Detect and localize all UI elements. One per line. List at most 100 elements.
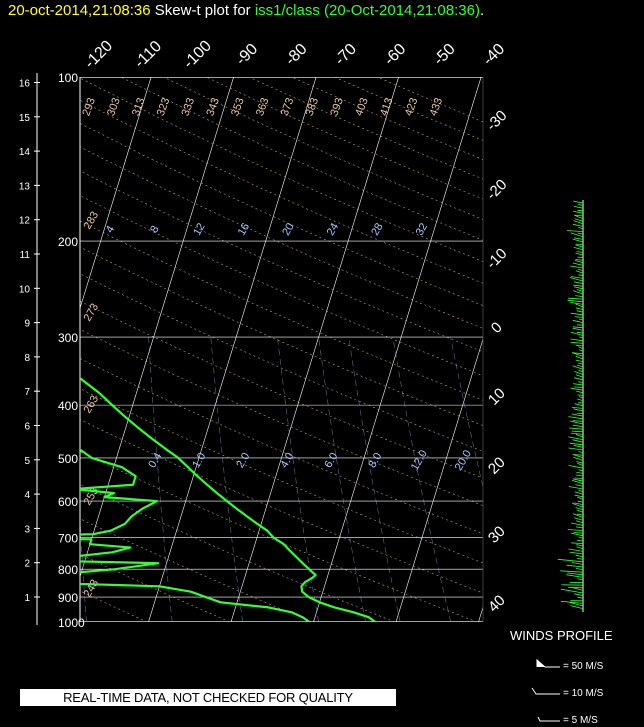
dry-adiabat	[120, 77, 483, 241]
height-tick-label: 8	[24, 353, 30, 364]
right-temp-label: -30	[483, 107, 510, 134]
top-temp-label: -120	[81, 37, 116, 72]
wind-barb	[570, 276, 584, 279]
wind-barb	[575, 526, 584, 529]
wind-barb	[572, 290, 584, 295]
wind-barb	[576, 544, 584, 547]
wind-barb	[575, 474, 584, 477]
top-temp-label: -40	[480, 41, 508, 69]
wind-barb	[573, 206, 584, 209]
wind-barb	[560, 600, 584, 604]
wind-barb	[573, 408, 584, 412]
wind-barb	[571, 542, 584, 544]
wind-barb	[573, 517, 584, 521]
wind-barb	[575, 307, 584, 310]
wind-barb	[575, 303, 584, 308]
wind-barb	[568, 465, 584, 469]
wind-barb	[573, 532, 584, 534]
height-tick-label: 10	[19, 284, 31, 295]
wind-barb	[574, 214, 584, 219]
title-station: iss1/class (20-Oct-2014,21:08:36)	[254, 2, 480, 19]
wind-barb	[574, 403, 584, 407]
wind-barb	[570, 312, 584, 316]
isotherm	[395, 338, 483, 622]
theta-label: 373	[279, 96, 297, 117]
wind-legend-barb-50	[536, 658, 560, 668]
wind-barb	[573, 220, 584, 225]
dry-adiabat	[248, 77, 483, 180]
wind-barb	[571, 413, 584, 417]
dry-adiabat	[80, 518, 313, 622]
mixing-ratio-line	[392, 336, 452, 622]
right-temp-label: 10	[485, 385, 509, 409]
title-datetime: 20-oct-2014,21:08:36	[8, 2, 151, 19]
theta-label: 363	[254, 96, 272, 117]
wind-barb	[569, 602, 584, 607]
height-tick-label: 16	[19, 79, 31, 90]
wind-barb	[574, 371, 584, 375]
wind-barb	[569, 277, 584, 282]
mixing-ratio-line	[148, 336, 173, 622]
theta-label: 433	[428, 96, 446, 117]
dry-adiabat	[80, 170, 483, 353]
dry-adiabat	[80, 451, 478, 622]
wind-barb	[572, 439, 584, 443]
pressure-tick-label: 1000	[58, 616, 85, 630]
height-tick-label: 12	[19, 216, 31, 227]
wind-legend-50: = 50 M/S	[563, 661, 604, 672]
quality-banner: REAL-TIME DATA, NOT CHECKED FOR QUALITY	[20, 689, 396, 706]
wind-barb	[568, 427, 584, 430]
wind-legend-5: = 5 M/S	[563, 715, 598, 726]
wind-barb	[568, 586, 584, 589]
wind-barb	[570, 338, 584, 342]
wind-legend-10: = 10 M/S	[563, 688, 604, 699]
top-temp-label: -70	[332, 41, 360, 69]
right-temp-label: -10	[483, 245, 510, 272]
dry-adiabat	[80, 123, 483, 306]
dry-adiabat	[80, 195, 483, 377]
wind-barb	[570, 265, 584, 269]
wind-barb	[577, 232, 584, 235]
right-temp-label: 0	[488, 319, 506, 337]
height-tick-label: 1	[24, 593, 30, 604]
temperature-trace	[80, 235, 377, 622]
pressure-tick-label: 800	[58, 563, 78, 577]
isotherm	[230, 77, 399, 622]
wind-barb	[574, 386, 584, 388]
height-tick-label: 15	[19, 113, 31, 124]
wind-barb	[575, 295, 584, 297]
wind-barb	[571, 430, 584, 433]
wind-barb	[568, 548, 584, 552]
wind-barb	[577, 596, 584, 599]
wind-barb	[577, 578, 584, 581]
mixing-ratio-line	[450, 336, 483, 489]
wind-barb	[572, 420, 584, 422]
wind-barb	[570, 387, 584, 391]
top-temp-label: -90	[233, 41, 261, 69]
height-tick-label: 4	[24, 490, 30, 501]
wind-barb	[578, 274, 584, 277]
isotherm	[80, 77, 234, 578]
wind-barb	[571, 562, 584, 565]
theta-label: 303	[105, 96, 123, 117]
theta-label: 403	[353, 96, 371, 117]
height-tick-label: 11	[20, 250, 31, 261]
wind-barb	[570, 331, 584, 336]
wind-barb	[572, 478, 584, 482]
wind-barb	[575, 568, 584, 570]
wind-barb	[575, 507, 584, 511]
wind-barb	[570, 341, 584, 344]
wind-barb	[566, 574, 584, 578]
wind-barb	[571, 352, 584, 355]
wind-barb	[571, 522, 584, 526]
isotherm	[313, 77, 482, 622]
wind-barb	[572, 424, 584, 427]
theta-label: 283	[82, 210, 102, 232]
mixing-label: 8.0	[366, 451, 384, 470]
top-temp-label: -60	[381, 41, 409, 69]
wind-barb	[574, 494, 584, 498]
wind-barb	[576, 472, 584, 474]
height-tick-label: 9	[24, 319, 30, 330]
top-temp-label: -110	[131, 38, 165, 72]
height-tick-label: 2	[24, 559, 30, 570]
